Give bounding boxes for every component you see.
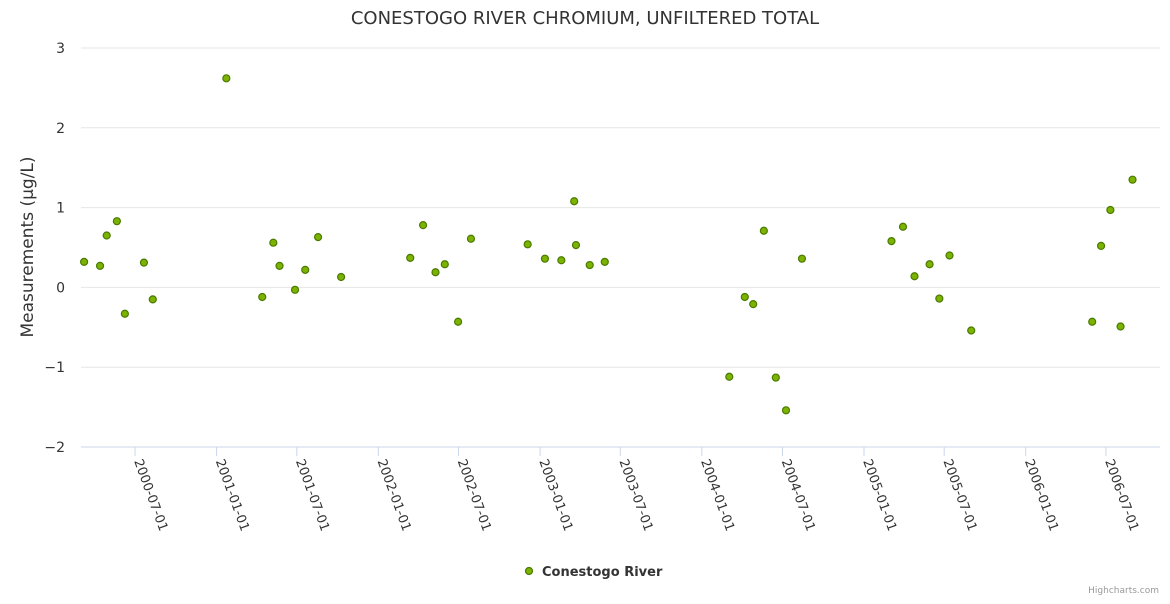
data-point[interactable] [269,238,278,247]
x-tick-label: 2005-01-01 [859,457,899,533]
series-points [80,74,1137,415]
data-point[interactable] [771,373,780,382]
data-point[interactable] [945,251,954,260]
y-tick-label: 0 [56,280,65,296]
data-point[interactable] [1088,317,1097,326]
data-point[interactable] [301,265,310,274]
data-point[interactable] [112,217,121,226]
data-point[interactable] [557,256,566,265]
x-tick-label: 2003-07-01 [616,457,656,533]
x-tick-label: 2006-07-01 [1101,457,1141,533]
data-point[interactable] [1128,175,1137,184]
chart-title: CONESTOGO RIVER CHROMIUM, UNFILTERED TOT… [351,8,819,29]
data-point[interactable] [139,258,149,267]
data-point[interactable] [258,292,267,302]
y-tick-label: −2 [44,440,65,456]
data-point[interactable] [600,257,609,266]
x-tick-label: 2002-07-01 [454,457,494,533]
data-point[interactable] [440,260,449,269]
y-tick-label: −1 [44,360,65,376]
data-point[interactable] [337,272,346,282]
data-point[interactable] [570,197,579,206]
data-point[interactable] [925,260,934,269]
x-axis: 2000-07-01 2001-01-01 2001-07-01 2002-01-01… [130,447,1141,533]
data-point[interactable] [571,241,581,250]
data-point[interactable] [759,226,768,235]
data-point[interactable] [431,268,440,277]
x-tick-label: 2000-07-01 [130,457,170,533]
y-axis-label: Measurements (μg/L) [18,156,38,337]
x-tick-label: 2006-01-01 [1021,457,1061,533]
data-point[interactable] [898,222,908,231]
data-point[interactable] [935,294,944,303]
x-tick-label: 2001-01-01 [212,457,252,533]
data-point[interactable] [749,300,758,309]
x-tick-label: 2004-07-01 [778,457,818,533]
data-point[interactable] [585,260,594,270]
y-tick-label: 2 [56,121,65,137]
x-tick-label: 2005-07-01 [939,457,979,533]
data-point[interactable] [453,317,463,326]
data-point[interactable] [290,285,300,294]
data-point[interactable] [523,240,532,249]
data-point[interactable] [466,234,476,243]
data-point[interactable] [80,257,89,266]
data-point[interactable] [540,254,550,263]
credits-link[interactable]: Highcharts.com [1088,586,1159,596]
x-tick-label: 2001-07-01 [292,457,332,533]
data-point[interactable] [740,292,749,302]
data-point[interactable] [102,231,111,240]
data-point[interactable] [725,372,734,381]
data-point[interactable] [1096,241,1106,251]
data-point[interactable] [120,309,129,318]
data-point[interactable] [418,221,428,230]
x-tick-label: 2002-01-01 [374,457,414,533]
legend-marker [524,566,534,576]
x-tick-label: 2003-01-01 [535,457,575,533]
data-point[interactable] [222,74,231,83]
data-point[interactable] [95,261,105,270]
data-point[interactable] [1106,205,1115,215]
data-point[interactable] [781,406,791,415]
data-point[interactable] [967,326,976,335]
x-tick-label: 2004-01-01 [697,457,737,533]
data-point[interactable] [1116,322,1125,331]
data-point[interactable] [910,272,919,281]
data-point[interactable] [797,254,807,263]
y-tick-label: 1 [56,201,65,217]
legend[interactable]: Conestogo River [524,565,663,580]
data-point[interactable] [148,295,157,304]
legend-item-label[interactable]: Conestogo River [542,565,663,580]
data-point[interactable] [313,233,323,242]
data-point[interactable] [887,237,896,246]
grid-layer: −2 −1 0 1 2 3 [44,41,1160,456]
data-point[interactable] [275,261,284,270]
data-point[interactable] [406,253,415,262]
y-tick-label: 3 [56,41,65,57]
